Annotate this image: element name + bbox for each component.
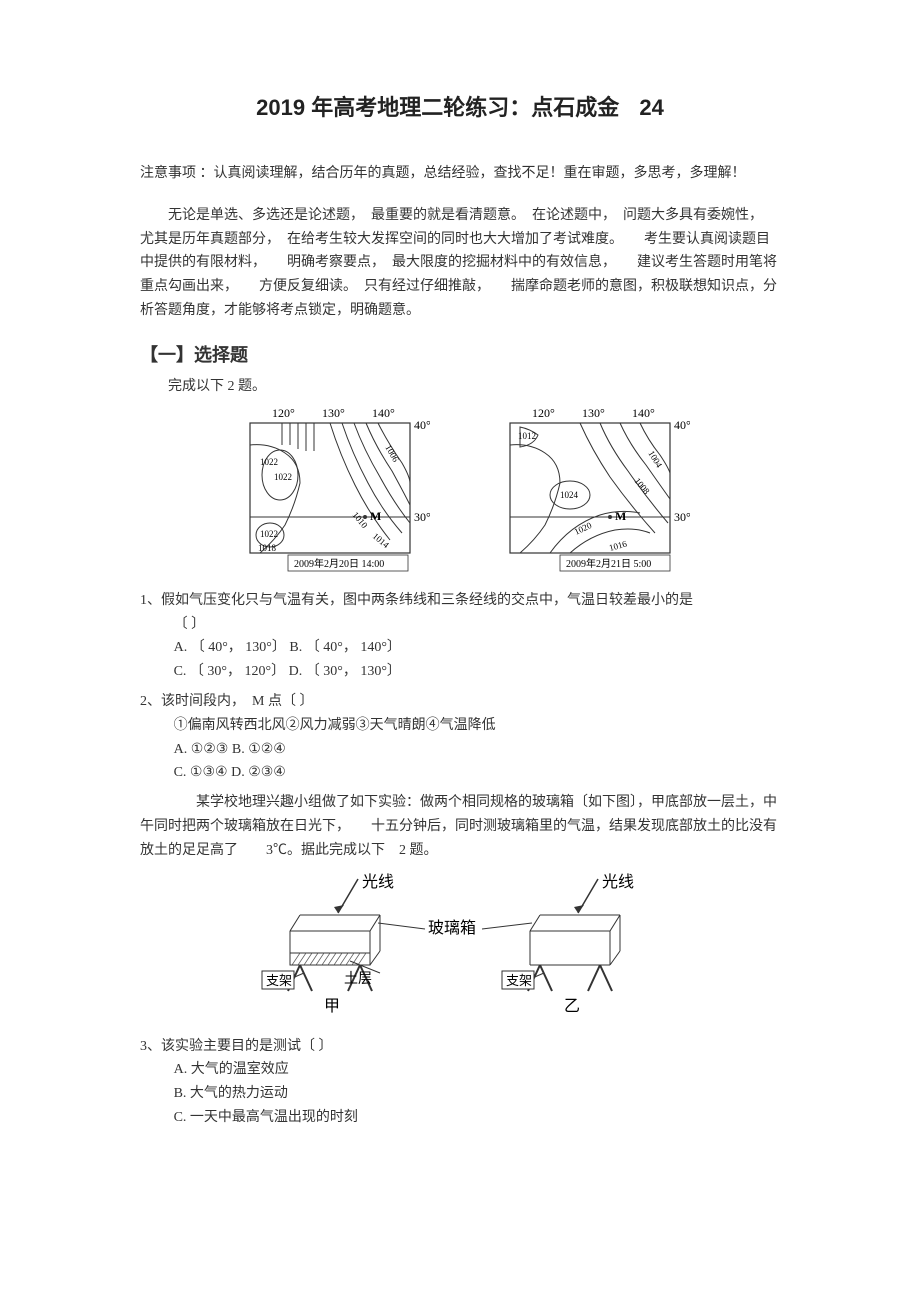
figure-glass-boxes: 光线: [140, 873, 780, 1023]
intro-paragraph-2: 无论是单选、多选还是论述题， 最重要的就是看清题意。 在论述题中， 问题大多具有…: [140, 204, 780, 323]
map2-iso-0: 1012: [518, 431, 536, 441]
map1-iso-3: 1018: [258, 543, 277, 553]
title-text: 2019 年高考地理二轮练习：点石成金: [256, 95, 619, 120]
q2-opt-cd: C. ①③④ D. ②③④: [174, 761, 780, 785]
map1-iso-0: 1022: [260, 457, 278, 467]
fig2-light-left: 光线: [362, 873, 394, 891]
q2-circles: ①偏南风转西北风②风力减弱③天气晴朗④气温降低: [174, 714, 780, 738]
prompt-complete-2: 完成以下 2 题。: [140, 375, 780, 395]
intro-line-1: 注意事项 ：认真阅读理解，结合历年的真题，总结经验，查找不足！重在审题，多思考，…: [140, 162, 780, 186]
map1-iso-1: 1022: [274, 472, 292, 482]
title-number: 24: [639, 95, 663, 120]
q3-opt-c: C. 一天中最高气温出现的时刻: [174, 1106, 780, 1130]
map2-iso-2: 1020: [573, 520, 594, 537]
map1-lon-2: 140°: [372, 406, 395, 420]
question-1: 1、假如气压变化只与气温有关，图中两条纬线和三条经线的交点中，气温日较差最小的是…: [140, 589, 780, 684]
q3-stem: 3、该实验主要目的是测试〔 〕: [140, 1035, 780, 1059]
map1-lon-0: 120°: [272, 406, 295, 420]
map1-caption: 2009年2月20日 14:00: [294, 557, 384, 570]
section-1-heading: 【一】选择题: [140, 341, 780, 367]
exp-text: 某学校地理兴趣小组做了如下实验：做两个相同规格的玻璃箱〔如下图〕，甲底部放一层土…: [140, 791, 780, 862]
intro-block: 注意事项 ：认真阅读理解，结合历年的真题，总结经验，查找不足！重在审题，多思考，…: [140, 162, 780, 186]
fig2-stand-left: 支架: [266, 973, 292, 988]
map2-lat-bot: 30°: [674, 510, 690, 524]
fig2-stand-right: 支架: [506, 973, 532, 988]
question-3: 3、该实验主要目的是测试〔 〕 A. 大气的温室效应 B. 大气的热力运动 C.…: [140, 1035, 780, 1130]
fig2-soil: 土层: [344, 971, 372, 987]
page-title: 2019 年高考地理二轮练习：点石成金 24: [140, 90, 780, 122]
intro-p2-text: 无论是单选、多选还是论述题， 最重要的就是看清题意。 在论述题中， 问题大多具有…: [140, 204, 780, 323]
q2-opt-ab: A. ①②③ B. ①②④: [174, 738, 780, 762]
map1-lat-top: 40°: [414, 418, 430, 432]
map2-iso-1: 1024: [560, 490, 579, 500]
map2-lon-0: 120°: [532, 406, 555, 420]
fig2-jia: 甲: [324, 998, 340, 1015]
glassbox-svg: 光线: [250, 873, 670, 1023]
map2-lat-top: 40°: [674, 418, 690, 432]
map1-iso-2: 1022: [260, 529, 278, 539]
q3-opt-a: A. 大气的温室效应: [174, 1058, 780, 1082]
q1-paren: 〔 〕: [174, 613, 780, 637]
map-2-svg: 120° 130° 140° 40° 30° 10: [490, 405, 690, 575]
map1-iso-6: 1014: [371, 531, 392, 551]
fig2-yi: 乙: [564, 998, 580, 1015]
map-1-svg: 120° 130° 140° 40° 30°: [230, 405, 430, 575]
map2-caption: 2009年2月21日 5:00: [566, 557, 651, 570]
map1-lat-bot: 30°: [414, 510, 430, 524]
map2-coast: [510, 444, 560, 552]
q3-opt-b: B. 大气的热力运动: [174, 1082, 780, 1106]
map2-M: M: [615, 509, 626, 523]
q2-stem: 2、该时间段内， M 点〔 〕: [140, 690, 780, 714]
fig2-glassbox: 玻璃箱: [428, 919, 476, 937]
figure-row-maps: 120° 130° 140° 40° 30°: [140, 405, 780, 575]
experiment-paragraph: 某学校地理兴趣小组做了如下实验：做两个相同规格的玻璃箱〔如下图〕，甲底部放一层土…: [140, 791, 780, 862]
q1-stem: 1、假如气压变化只与气温有关，图中两条纬线和三条经线的交点中，气温日较差最小的是: [140, 589, 780, 613]
map1-iso-5: 1010: [350, 510, 370, 531]
map2-lon-1: 130°: [582, 406, 605, 420]
q1-opt-cd: C. 〔 30°， 120°〕 D. 〔 30°， 130°〕: [174, 660, 401, 684]
map2-iso-5: 1008: [632, 476, 652, 497]
map1-lon-1: 130°: [322, 406, 345, 420]
q1-opt-ab: A. 〔 40°， 130°〕 B. 〔 40°， 140°〕: [174, 636, 401, 660]
map1-M: M: [370, 509, 381, 523]
map2-lon-2: 140°: [632, 406, 655, 420]
question-2: 2、该时间段内， M 点〔 〕 ①偏南风转西北风②风力减弱③天气晴朗④气温降低 …: [140, 690, 780, 785]
map-2: 120° 130° 140° 40° 30° 10: [490, 405, 690, 575]
map2-iso-4: 1004: [646, 449, 664, 470]
map-1: 120° 130° 140° 40° 30°: [230, 405, 430, 575]
fig2-light-right: 光线: [602, 873, 634, 891]
map2-iso-3: 1016: [608, 538, 628, 552]
